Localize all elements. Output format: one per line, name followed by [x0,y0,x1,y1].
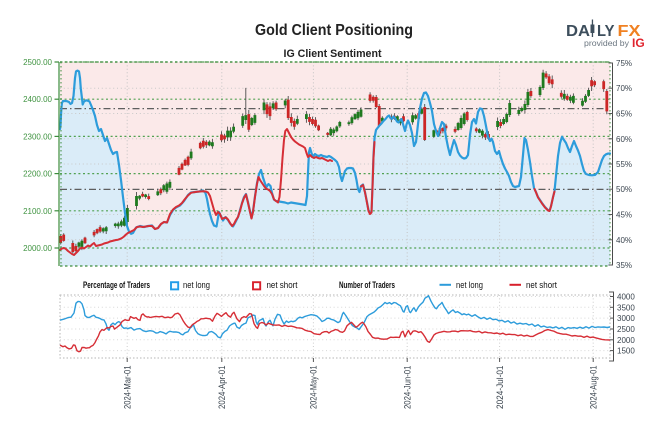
svg-text:2000.00: 2000.00 [23,244,52,253]
svg-text:net short: net short [267,280,298,291]
svg-text:40%: 40% [616,236,632,245]
svg-text:Gold Client Positioning: Gold Client Positioning [255,22,413,39]
svg-text:50%: 50% [616,185,632,194]
svg-text:55%: 55% [616,160,632,169]
svg-text:3000: 3000 [617,314,635,323]
svg-text:1500: 1500 [617,347,635,356]
svg-text:2024-Aug-01: 2024-Aug-01 [588,366,598,410]
svg-text:IG Client Sentiment: IG Client Sentiment [284,48,382,60]
svg-text:2400.00: 2400.00 [23,95,52,104]
svg-text:2024-May-01: 2024-May-01 [309,366,319,410]
svg-text:LY: LY [597,23,615,40]
svg-text:DA: DA [566,23,590,40]
svg-text:2100.00: 2100.00 [23,207,52,216]
svg-text:70%: 70% [616,84,632,93]
svg-text:net long: net long [183,280,210,291]
svg-text:2500: 2500 [617,325,635,334]
svg-text:2024-Mar-01: 2024-Mar-01 [122,366,132,410]
svg-text:2000: 2000 [617,336,635,345]
svg-text:2300.00: 2300.00 [23,132,52,141]
svg-text:60%: 60% [616,135,632,144]
svg-text:FX: FX [618,23,641,40]
svg-text:75%: 75% [616,59,632,68]
svg-text:Number of Traders: Number of Traders [339,280,395,291]
svg-text:4000: 4000 [617,293,635,302]
svg-text:3500: 3500 [617,303,635,312]
svg-text:provided by: provided by [584,39,629,48]
svg-text:2500.00: 2500.00 [23,58,52,67]
svg-text:45%: 45% [616,211,632,220]
svg-text:net short: net short [526,280,557,291]
svg-text:35%: 35% [616,261,632,270]
svg-text:2024-Jun-01: 2024-Jun-01 [402,366,412,410]
svg-text:65%: 65% [616,110,632,119]
svg-text:2200.00: 2200.00 [23,170,52,179]
svg-text:IG: IG [632,36,645,50]
svg-text:Percentage of Traders: Percentage of Traders [83,280,150,291]
svg-text:net long: net long [456,280,483,291]
svg-text:2024-Jul-01: 2024-Jul-01 [495,366,505,410]
svg-text:2024-Apr-01: 2024-Apr-01 [217,366,227,410]
